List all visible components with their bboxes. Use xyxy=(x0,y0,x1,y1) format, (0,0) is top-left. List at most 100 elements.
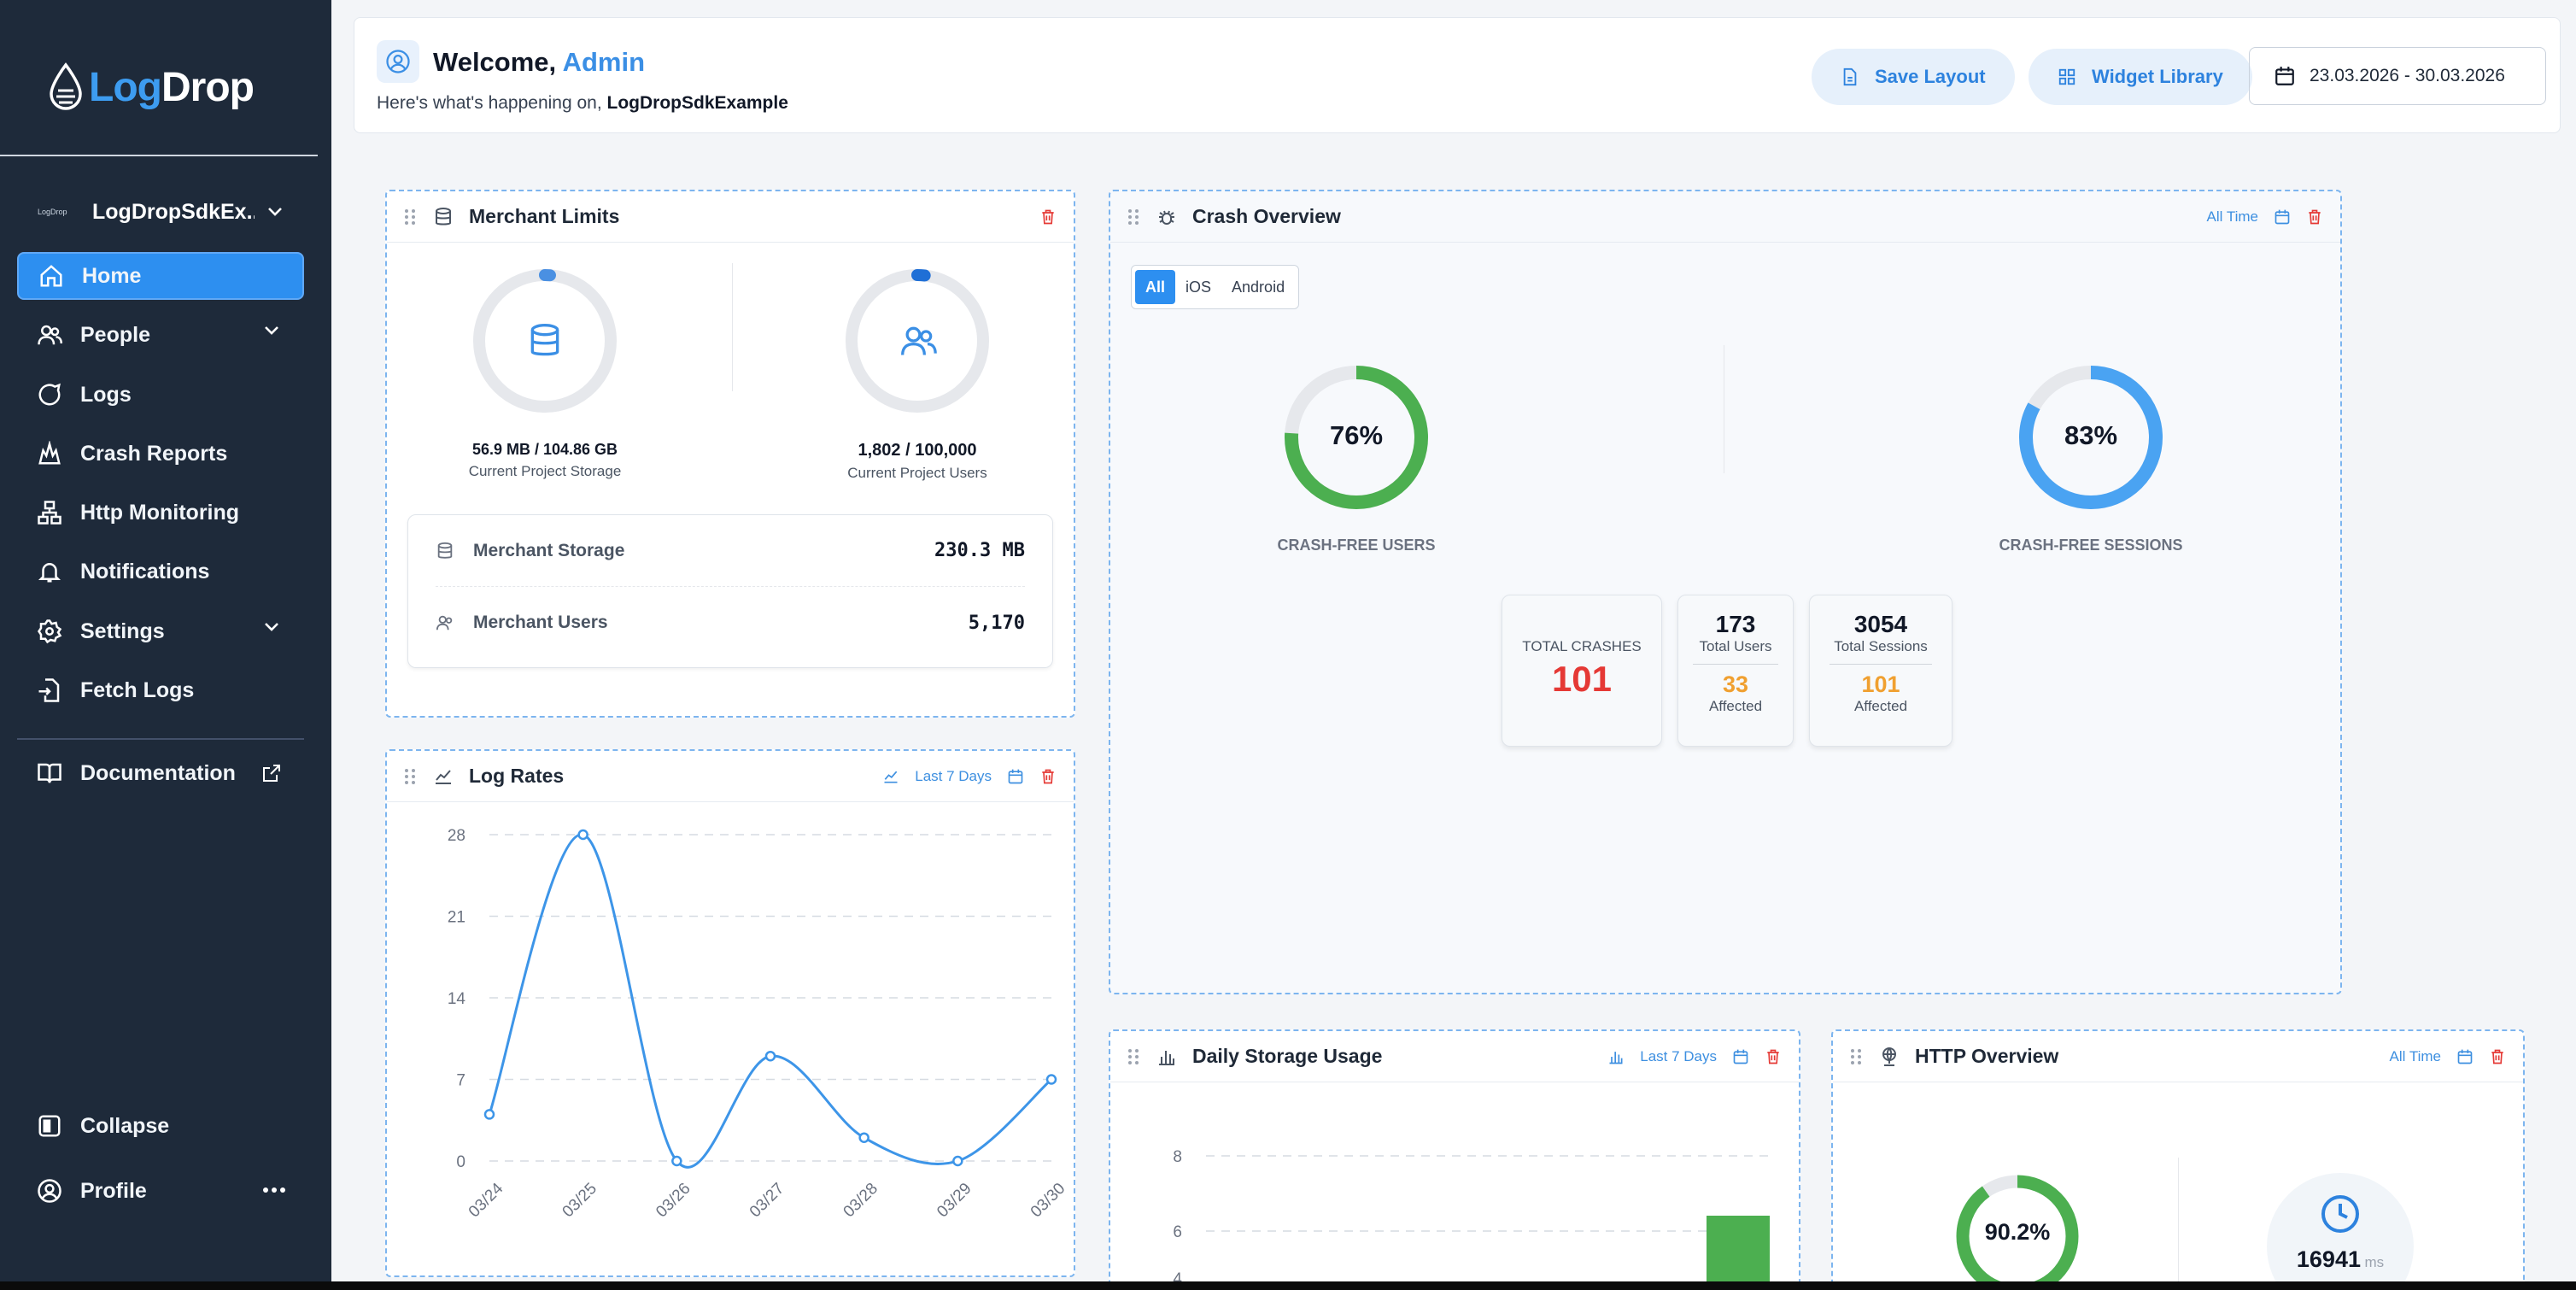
storage-ring xyxy=(473,269,617,413)
calendar-icon[interactable] xyxy=(1732,1048,1749,1065)
user-circle-icon xyxy=(36,1177,63,1205)
app-logo[interactable]: LogDrop xyxy=(46,62,255,113)
range-label[interactable]: Last 7 Days xyxy=(915,768,992,784)
drag-handle-icon[interactable] xyxy=(1127,208,1139,226)
y-tick-label: 7 xyxy=(456,1072,465,1090)
data-point[interactable] xyxy=(671,1155,682,1167)
collapse-button[interactable]: Collapse xyxy=(17,1102,304,1150)
drag-handle-icon[interactable] xyxy=(1850,1048,1862,1065)
data-point[interactable] xyxy=(1045,1074,1057,1085)
profile-button[interactable]: Profile xyxy=(17,1167,304,1215)
bar-chart-icon xyxy=(1156,1046,1179,1068)
widget-title: Merchant Limits xyxy=(469,205,620,227)
total-crashes-card: TOTAL CRASHES 101 xyxy=(1502,595,1662,747)
sidebar-item-crash-reports[interactable]: Crash Reports xyxy=(17,430,304,478)
project-logo: LogDrop xyxy=(38,208,67,216)
total-users-label: Total Users xyxy=(1699,638,1772,654)
merchant-table: Merchant Storage 230.3 MB Merchant Users… xyxy=(407,514,1053,668)
x-tick-label: 03/30 xyxy=(1027,1180,1068,1221)
widget-actions: All Time xyxy=(2390,1031,2506,1082)
affected-label: Affected xyxy=(1708,698,1763,714)
logo-text-part1: Log xyxy=(89,64,162,110)
calendar-icon[interactable] xyxy=(2456,1048,2474,1065)
more-dots-icon[interactable] xyxy=(261,1186,287,1194)
drag-handle-icon[interactable] xyxy=(404,208,416,226)
sidebar-item-logs[interactable]: Logs xyxy=(17,371,304,419)
y-tick-label: 28 xyxy=(448,827,465,845)
chevron-down-icon xyxy=(265,326,278,335)
y-tick-label: 14 xyxy=(448,990,466,1008)
logo-text: LogDrop xyxy=(89,64,255,111)
x-tick-label: 03/28 xyxy=(840,1180,881,1221)
daily-storage-widget: Daily Storage Usage Last 7 Days 8 6 4 xyxy=(1109,1029,1800,1290)
sidebar-item-label: Documentation xyxy=(80,760,236,785)
home-icon xyxy=(38,262,65,290)
bar xyxy=(1707,1216,1770,1290)
save-layout-button[interactable]: Save Layout xyxy=(1812,49,2015,105)
line-chart-icon[interactable] xyxy=(882,768,899,785)
project-name: LogDropSdkEx... xyxy=(92,199,255,224)
sidebar-divider xyxy=(0,155,318,156)
trash-icon[interactable] xyxy=(2489,1048,2506,1065)
sidebar-item-settings[interactable]: Settings xyxy=(17,607,304,655)
widget-header: Crash Overview All Time xyxy=(1110,191,2340,243)
trash-icon[interactable] xyxy=(1039,768,1057,785)
grid-icon xyxy=(2058,68,2075,85)
sidebar-item-documentation[interactable]: Documentation xyxy=(17,749,304,797)
range-label[interactable]: All Time xyxy=(2206,208,2258,225)
profile-label: Profile xyxy=(80,1178,147,1203)
data-point[interactable] xyxy=(858,1132,869,1143)
range-label[interactable]: All Time xyxy=(2389,1048,2441,1064)
subtitle-project: LogDropSdkExample xyxy=(606,93,788,113)
chat-icon xyxy=(36,381,63,408)
users-ring xyxy=(846,269,989,413)
http-overview-widget: HTTP Overview All Time 90.2% 16941 ms xyxy=(1831,1029,2525,1290)
project-selector[interactable]: LogDrop LogDropSdkEx... xyxy=(38,195,294,229)
platform-all-button[interactable]: All xyxy=(1135,270,1176,304)
drag-handle-icon[interactable] xyxy=(1127,1048,1139,1065)
sidebar-item-fetch-logs[interactable]: Fetch Logs xyxy=(17,666,304,714)
sidebar-item-home[interactable]: Home xyxy=(17,252,304,300)
trash-icon[interactable] xyxy=(1039,208,1057,226)
data-point[interactable] xyxy=(577,829,588,841)
trash-icon[interactable] xyxy=(1765,1048,1782,1065)
platform-ios-button[interactable]: iOS xyxy=(1186,278,1212,296)
widget-header: HTTP Overview All Time xyxy=(1833,1031,2523,1082)
data-point[interactable] xyxy=(483,1109,495,1120)
line-chart-icon xyxy=(433,765,455,788)
external-link-icon xyxy=(263,765,280,782)
data-point[interactable] xyxy=(952,1155,963,1167)
platform-android-button[interactable]: Android xyxy=(1232,278,1285,296)
file-icon xyxy=(1843,67,1857,86)
sidebar-divider xyxy=(17,738,304,740)
calendar-icon xyxy=(2275,67,2294,85)
crash-free-users-value: 76% xyxy=(1329,420,1384,450)
sidebar: LogDrop LogDrop LogDropSdkEx... Home Peo… xyxy=(0,0,331,1290)
trash-icon[interactable] xyxy=(2306,208,2323,226)
widget-library-button[interactable]: Widget Library xyxy=(2029,49,2252,105)
range-label[interactable]: Last 7 Days xyxy=(1640,1048,1717,1064)
users-icon xyxy=(436,615,453,630)
bar-chart-icon[interactable] xyxy=(1607,1048,1625,1065)
calendar-icon[interactable] xyxy=(1007,768,1024,785)
platform-filter: All iOS Android xyxy=(1131,265,1300,309)
crash-overview-widget: Crash Overview All Time All iOS Android … xyxy=(1109,190,2342,994)
sidebar-item-notifications[interactable]: Notifications xyxy=(17,548,304,595)
data-point[interactable] xyxy=(764,1050,776,1062)
crash-free-sessions-ring xyxy=(2019,366,2163,509)
sidebar-collapse-icon xyxy=(36,1112,63,1140)
http-success-value: 90.2% xyxy=(1984,1219,2051,1245)
drag-handle-icon[interactable] xyxy=(404,768,416,785)
drop-logo-icon xyxy=(50,62,82,110)
users-icon xyxy=(36,321,63,349)
date-range-picker[interactable]: 23.03.2026 - 30.03.2026 xyxy=(2249,47,2546,105)
calendar-icon[interactable] xyxy=(2274,208,2291,226)
crash-free-sessions-value: 83% xyxy=(2064,420,2118,450)
crash-free-users-label: CRASH-FREE USERS xyxy=(1277,537,1436,554)
divider xyxy=(2178,1158,2179,1286)
row-value: 5,170 xyxy=(968,612,1025,634)
page-subtitle: Here's what's happening on, LogDropSdkEx… xyxy=(377,93,788,114)
series-line xyxy=(488,833,1052,1169)
sidebar-item-people[interactable]: People xyxy=(17,311,304,359)
sidebar-item-http-monitoring[interactable]: Http Monitoring xyxy=(17,489,304,537)
